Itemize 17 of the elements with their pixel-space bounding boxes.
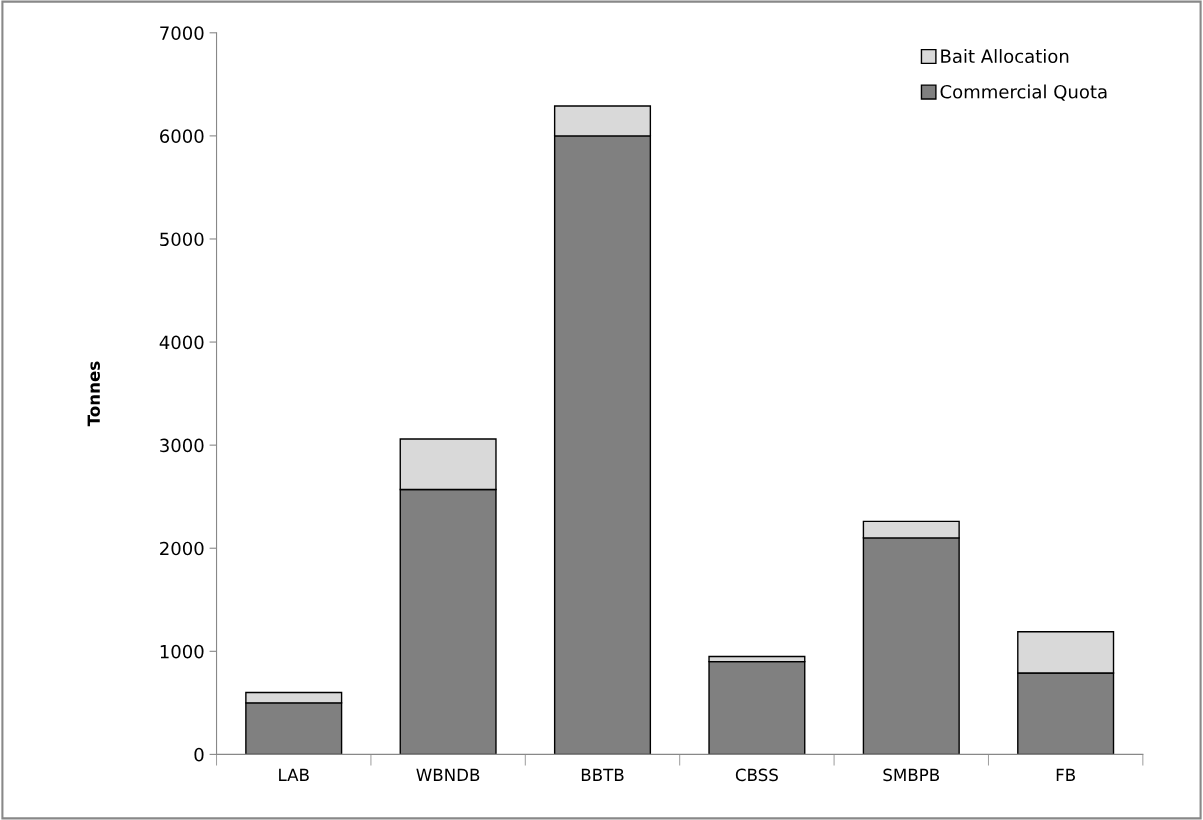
x-tick-label: LAB <box>279 768 309 781</box>
y-axis-title: Tonnes <box>87 361 100 427</box>
y-tick-label: 5000 <box>160 232 204 247</box>
x-tick-label: SMBPB <box>883 768 940 782</box>
y-tick-label: 6000 <box>160 129 204 143</box>
x-tick-label: WBNDB <box>416 768 480 781</box>
y-tick-label: 0 <box>194 747 204 762</box>
y-tick-label: 3000 <box>160 438 204 453</box>
x-tick-label: BBTB <box>581 768 624 781</box>
legend-label: Bait Allocation <box>941 49 1069 64</box>
x-tick-label: FB <box>1056 768 1075 781</box>
y-tick-label: 2000 <box>160 541 204 556</box>
y-tick-label: 4000 <box>159 335 204 350</box>
y-tick-label: 7000 <box>160 26 204 40</box>
y-tick-label: 1000 <box>160 644 204 659</box>
legend-label: Commercial Quota <box>940 84 1107 101</box>
x-tick-label: CBSS <box>735 768 778 782</box>
